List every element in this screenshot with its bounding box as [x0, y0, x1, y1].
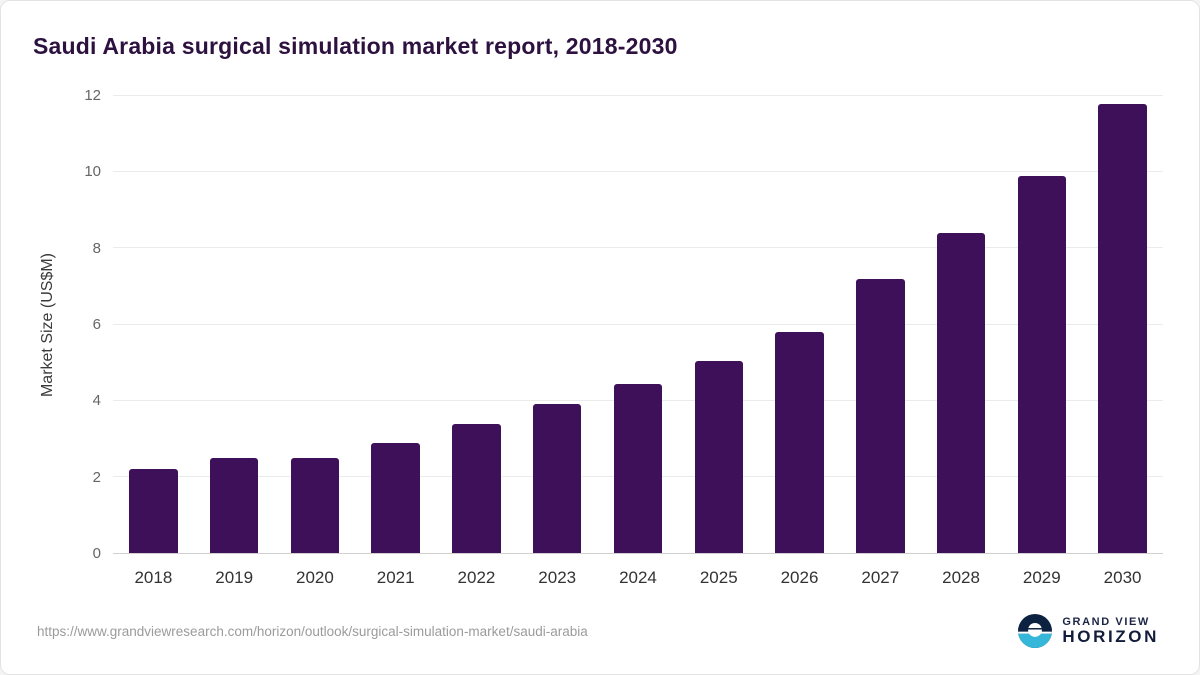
horizon-sun-icon — [1018, 614, 1053, 648]
x-tick-label: 2018 — [134, 568, 173, 587]
bar-column — [113, 96, 194, 553]
y-tick-label: 8 — [92, 239, 101, 257]
bar-2018 — [129, 469, 178, 553]
bar-2025 — [694, 360, 743, 553]
bar-2029 — [1017, 175, 1067, 553]
y-tick-label: 2 — [92, 468, 101, 486]
bar-column — [1001, 96, 1082, 553]
x-tick-label: 2024 — [619, 568, 657, 587]
bar-2027 — [856, 278, 905, 553]
bar-column — [759, 96, 840, 553]
footer: https://www.grandviewresearch.com/horizo… — [31, 614, 1163, 652]
x-tick-label: 2026 — [780, 568, 819, 587]
y-tick-label: 0 — [92, 545, 101, 562]
bar-column — [921, 96, 1002, 553]
bar-column — [517, 96, 598, 553]
bar-chart: Market Size (US$M) 0 2 4 6 8 10 12 — [31, 87, 1163, 562]
bar-2021 — [371, 442, 420, 553]
bar-column — [1082, 96, 1163, 553]
bar-2028 — [936, 233, 986, 553]
y-tick-label: 10 — [84, 163, 101, 181]
chart-title: Saudi Arabia surgical simulation market … — [33, 33, 678, 59]
bar-column — [840, 96, 921, 553]
x-tick-label: 2021 — [376, 568, 415, 587]
x-tick-label: 2023 — [538, 568, 577, 587]
bar-series — [113, 96, 1163, 553]
bar-2019 — [209, 457, 259, 553]
x-tick-label: 2020 — [296, 568, 334, 587]
bar-2026 — [775, 332, 824, 553]
plot-area — [113, 95, 1163, 554]
brand-name-top: GRAND VIEW — [1062, 615, 1150, 628]
x-tick-label: 2029 — [1022, 568, 1061, 587]
x-tick-label: 2028 — [942, 568, 980, 587]
gridline — [113, 247, 1163, 249]
x-axis-ticks: 2018 2019 2020 2021 2022 2023 2024 2025 2026 2027… — [113, 554, 1163, 588]
y-tick-label: 6 — [92, 316, 101, 333]
gridline — [113, 171, 1163, 173]
bar-column — [598, 96, 679, 553]
y-axis-label: Market Size (US$M) — [39, 252, 56, 398]
x-tick-label: 2022 — [457, 568, 496, 587]
x-tick-label: 2030 — [1103, 568, 1142, 587]
x-tick-label: 2019 — [215, 568, 254, 587]
brand-logo: GRAND VIEW HORIZON — [1018, 614, 1159, 648]
bar-2020 — [290, 457, 340, 553]
bar-column — [275, 96, 356, 553]
bar-column — [436, 96, 517, 553]
gridline — [113, 323, 1163, 325]
brand-name-bottom: HORIZON — [1062, 626, 1159, 646]
y-axis-ticks: 0 2 4 6 8 10 12 — [65, 87, 113, 562]
bar-2022 — [452, 423, 501, 553]
bar-column — [194, 96, 275, 553]
bar-2030 — [1098, 103, 1147, 553]
gridline — [113, 95, 1163, 96]
y-tick-label: 12 — [84, 87, 101, 104]
bar-column — [355, 96, 436, 553]
y-tick-label: 4 — [92, 392, 101, 410]
bar-2023 — [532, 404, 582, 553]
bar-column — [678, 96, 759, 553]
x-tick-label: 2027 — [861, 568, 900, 587]
source-url: https://www.grandviewresearch.com/horizo… — [37, 623, 588, 639]
bar-2024 — [613, 383, 663, 553]
x-tick-label: 2025 — [699, 568, 738, 587]
